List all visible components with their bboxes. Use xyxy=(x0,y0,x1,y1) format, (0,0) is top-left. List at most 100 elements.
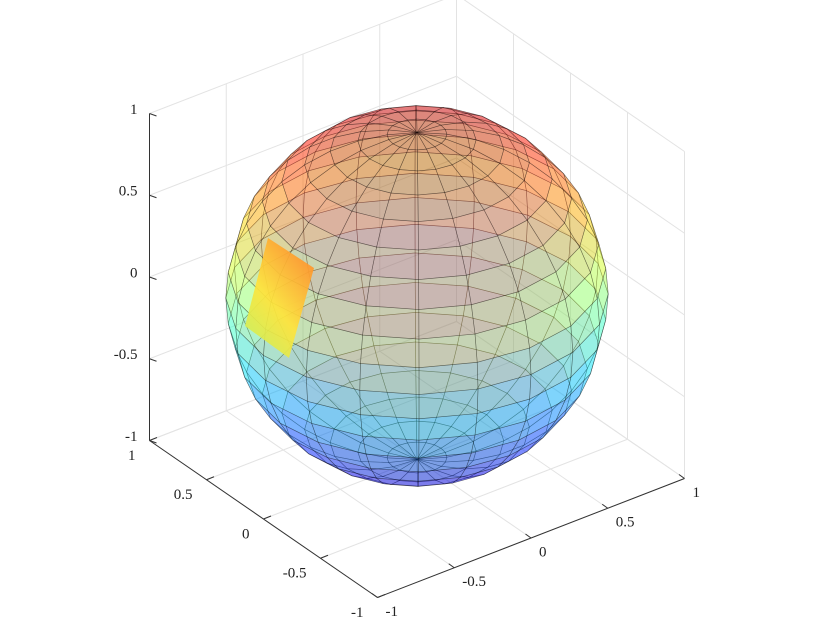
sphere-face xyxy=(315,286,369,329)
sphere-face xyxy=(288,182,328,223)
sphere-face xyxy=(351,186,392,220)
sphere-face xyxy=(416,132,448,140)
sphere-face xyxy=(416,121,442,133)
sphere-face xyxy=(462,123,517,151)
sphere-face xyxy=(391,444,418,460)
sphere-face xyxy=(434,475,469,485)
x-tick-label: -1 xyxy=(351,605,364,621)
sphere-face xyxy=(416,458,428,474)
sphere-face xyxy=(260,192,305,241)
sphere-face xyxy=(515,269,564,318)
sphere-face xyxy=(568,235,599,291)
grid-line xyxy=(456,75,685,234)
sphere-face xyxy=(498,408,530,442)
sphere-face xyxy=(345,405,383,435)
sphere-face xyxy=(287,130,326,161)
sphere-face xyxy=(416,132,436,150)
sphere-face xyxy=(474,398,530,436)
sphere-face xyxy=(326,456,378,479)
sphere-face xyxy=(425,111,453,123)
sphere-face xyxy=(526,200,566,246)
sphere-face xyxy=(326,237,377,277)
sphere-face xyxy=(470,420,526,454)
sphere-face xyxy=(508,244,557,293)
sphere-face xyxy=(521,241,569,291)
sphere-face xyxy=(459,235,510,276)
sphere-face xyxy=(416,471,437,483)
sphere-face xyxy=(308,257,364,301)
sphere-face xyxy=(553,289,590,342)
sphere-face xyxy=(398,119,418,133)
sphere-face xyxy=(562,187,597,240)
sphere-face xyxy=(518,399,566,441)
sphere-face xyxy=(292,222,340,266)
sphere-face xyxy=(485,122,524,145)
tick-mark xyxy=(149,113,157,117)
sphere-face xyxy=(416,456,448,463)
sphere-face xyxy=(414,282,469,317)
sphere-face xyxy=(349,107,390,118)
sphere-face xyxy=(364,399,399,428)
sphere-face xyxy=(467,113,508,130)
sphere-face xyxy=(540,316,579,367)
sphere-face xyxy=(415,396,444,423)
sphere-face xyxy=(306,117,351,141)
sphere-face xyxy=(308,198,353,239)
sphere-face xyxy=(508,420,557,457)
sphere-face xyxy=(445,133,477,150)
sphere-face xyxy=(290,124,337,155)
y-tick-label: -0.5 xyxy=(462,574,486,590)
sphere-face xyxy=(418,434,476,459)
sphere-face xyxy=(357,442,389,459)
sphere-face xyxy=(444,474,485,485)
sphere-face xyxy=(414,133,472,157)
sphere xyxy=(225,105,609,487)
sphere-face xyxy=(425,422,452,446)
sphere-face xyxy=(270,402,319,443)
tick-mark xyxy=(263,515,272,520)
sphere-face xyxy=(494,326,542,370)
sphere-face xyxy=(415,105,445,112)
sphere-face xyxy=(470,291,526,335)
sphere-face xyxy=(522,144,553,180)
sphere-face xyxy=(302,202,358,245)
grid-line xyxy=(463,0,685,152)
sphere-face xyxy=(416,420,436,444)
sphere-face xyxy=(526,190,571,238)
tick-mark xyxy=(601,503,609,509)
sphere-face xyxy=(476,374,532,414)
sphere-face xyxy=(553,168,590,215)
sphere-face xyxy=(264,379,313,424)
sphere-face xyxy=(440,121,474,131)
sphere-face xyxy=(521,168,570,213)
sphere-face xyxy=(523,388,553,428)
sphere-face xyxy=(474,319,530,363)
sphere-face xyxy=(227,246,246,304)
sphere-face xyxy=(416,132,443,148)
sphere-face xyxy=(465,263,519,306)
sphere-face xyxy=(452,209,499,247)
sphere-face xyxy=(357,129,389,142)
sphere-face xyxy=(392,132,418,148)
sphere-face xyxy=(434,398,468,427)
sphere-face xyxy=(481,353,526,394)
sphere-face xyxy=(590,242,607,300)
sphere-face xyxy=(518,271,566,321)
grid-line xyxy=(149,157,457,278)
sphere-face xyxy=(506,128,546,158)
sphere-face xyxy=(588,288,607,346)
sphere-face xyxy=(333,415,370,444)
sphere-face xyxy=(416,442,435,460)
sphere-face xyxy=(476,347,532,390)
grid-line xyxy=(225,410,455,569)
sphere-face xyxy=(414,197,475,229)
sphere-face xyxy=(356,151,416,179)
sphere-face xyxy=(414,252,472,287)
y-tick-label: -1 xyxy=(386,604,399,620)
sphere-face xyxy=(269,202,309,249)
sphere-face xyxy=(465,439,520,468)
sphere-face xyxy=(225,242,238,299)
sphere-face xyxy=(416,444,442,460)
sphere-face xyxy=(360,461,394,471)
sphere-face xyxy=(358,252,416,288)
